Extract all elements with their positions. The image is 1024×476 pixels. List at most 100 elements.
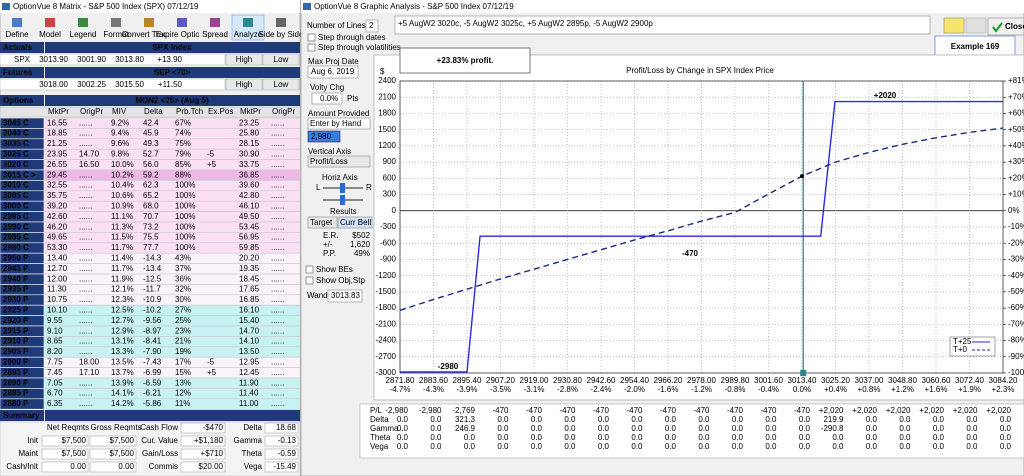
amount[interactable]: 2,980 — [311, 132, 332, 141]
toolbar-label[interactable]: Define — [5, 30, 29, 39]
option-cell: 67% — [175, 118, 191, 127]
results-tab[interactable] — [337, 216, 373, 229]
toolbar-label[interactable]: Format — [103, 30, 129, 39]
checkbox-label[interactable]: Show Obj,Stp — [316, 276, 365, 285]
option-cell: 10.6% — [111, 191, 134, 200]
option-cell: -5.86 — [143, 399, 162, 408]
slider-thumb[interactable] — [340, 195, 345, 205]
quote-button[interactable] — [225, 53, 263, 66]
x-tick-change: -3.5% — [490, 385, 511, 394]
toolbar-label[interactable]: Expire Options — [156, 30, 208, 39]
table-cell: 0.0 — [631, 433, 643, 442]
option-cell: 11.7% — [111, 243, 133, 252]
table-cell: 0.0 — [464, 433, 476, 442]
strike-label: 2915 P — [3, 326, 29, 335]
vaxis-select[interactable] — [307, 155, 371, 168]
option-cell: -13.4 — [143, 264, 162, 273]
results-tab[interactable] — [307, 216, 338, 229]
toolbar-label[interactable]: Model — [39, 30, 61, 39]
strike-label: 2980 C — [3, 243, 29, 252]
quote-button-label[interactable]: High — [236, 80, 252, 89]
checkbox[interactable] — [307, 33, 316, 42]
table-cell: -470 — [559, 406, 576, 415]
strike-label: 3010 C — [3, 181, 29, 190]
option-cell: ...... — [271, 118, 284, 127]
results-tab-label[interactable]: Curr Bell — [340, 218, 371, 227]
option-cell: ...... — [271, 222, 284, 231]
nav-button[interactable] — [965, 17, 987, 34]
checkbox[interactable] — [305, 276, 314, 285]
amount-select[interactable] — [307, 117, 371, 130]
option-cell: 88% — [175, 170, 191, 179]
amount-box[interactable] — [307, 130, 341, 143]
lines-value[interactable]: 2 — [369, 21, 374, 30]
option-cell: ...... — [79, 347, 92, 356]
table-cell: 0.0 — [866, 433, 878, 442]
volty-box[interactable] — [311, 92, 343, 105]
option-cell: 14.2% — [111, 399, 134, 408]
quote-button[interactable] — [262, 53, 300, 66]
toolbar-label[interactable]: Side by Side — [259, 30, 304, 39]
y-tick-label: -1500 — [376, 287, 397, 296]
table-cell: 0.0 — [698, 415, 710, 424]
option-cell: ...... — [79, 222, 92, 231]
slider-thumb[interactable] — [340, 183, 345, 193]
quote-button[interactable] — [225, 78, 263, 91]
checkbox-label[interactable]: Step through volatilities — [318, 43, 401, 52]
example: Example 169 — [951, 42, 1000, 51]
option-cell: 11.40 — [239, 389, 259, 398]
checkbox-label[interactable]: Step through dates — [318, 33, 386, 42]
close-label[interactable]: Close — [1005, 22, 1024, 31]
nav-button[interactable] — [943, 17, 965, 34]
table-cell: 0.0 — [933, 442, 945, 451]
checkbox[interactable] — [305, 265, 314, 274]
options-header: MON2 <25> (Aug 5) — [135, 96, 209, 105]
max-proj[interactable]: Aug 6, 2019 — [311, 67, 355, 76]
option-cell: 14.70 — [79, 150, 100, 159]
toolbar-label[interactable]: Analyze — [234, 30, 263, 39]
wand-box[interactable] — [327, 289, 363, 303]
summary-box — [264, 448, 299, 460]
toolbar-label[interactable]: Spread — [202, 30, 228, 39]
volty[interactable]: 0.0% — [320, 94, 338, 103]
checkbox[interactable] — [307, 43, 316, 52]
quote-button[interactable] — [262, 78, 300, 91]
strike-label: 3045 C — [3, 118, 29, 127]
wand[interactable]: 3013.83 — [331, 291, 360, 300]
x-tick-change: 0.0% — [793, 385, 811, 394]
results-tab-label[interactable]: Target — [310, 218, 333, 227]
toolbar-label[interactable]: Legend — [70, 30, 97, 39]
amount-mode[interactable]: Enter by Hand — [310, 119, 361, 128]
checkbox-label[interactable]: Show BEs — [316, 265, 353, 274]
mid-loss-label: -470 — [682, 249, 699, 258]
vertical-axis[interactable]: Profit/Loss — [310, 157, 348, 166]
summary-value: $7,500 — [110, 449, 135, 458]
lines-box[interactable] — [365, 19, 379, 33]
options-header-bg — [45, 95, 300, 106]
option-cell: 56.95 — [239, 233, 260, 242]
x-tick-label: 2954.40 — [620, 376, 649, 385]
section-label: Futures — [3, 68, 33, 77]
summary-box — [89, 435, 137, 447]
option-cell: ...... — [79, 285, 92, 294]
option-cell: 79% — [175, 150, 191, 159]
option-cell: 16.10 — [239, 306, 260, 315]
y2-tick-label: -70% — [1008, 319, 1024, 328]
option-cell: ...... — [79, 212, 92, 221]
summary-box — [89, 461, 137, 473]
date-box[interactable] — [307, 65, 359, 79]
option-cell: 56.0 — [143, 160, 159, 169]
option-cell: -14.3 — [143, 254, 162, 263]
toolbar-label[interactable]: Convert Trades — [122, 30, 177, 39]
option-cell: ...... — [271, 129, 284, 138]
x-tick-label: 3013.40 — [788, 376, 817, 385]
quote-button-label[interactable]: Low — [274, 55, 289, 64]
quote-button-label[interactable]: Low — [274, 80, 289, 89]
quote-button-label[interactable]: High — [236, 55, 252, 64]
option-cell: ...... — [271, 316, 284, 325]
option-cell: 39.20 — [47, 202, 68, 211]
table-cell: 0.0 — [899, 415, 911, 424]
option-cell: 49.50 — [239, 212, 260, 221]
toolbar-icon — [243, 18, 253, 27]
table-cell: 0.0 — [933, 424, 945, 433]
